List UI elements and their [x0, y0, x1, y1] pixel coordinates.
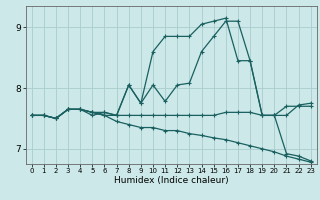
X-axis label: Humidex (Indice chaleur): Humidex (Indice chaleur) [114, 176, 228, 185]
